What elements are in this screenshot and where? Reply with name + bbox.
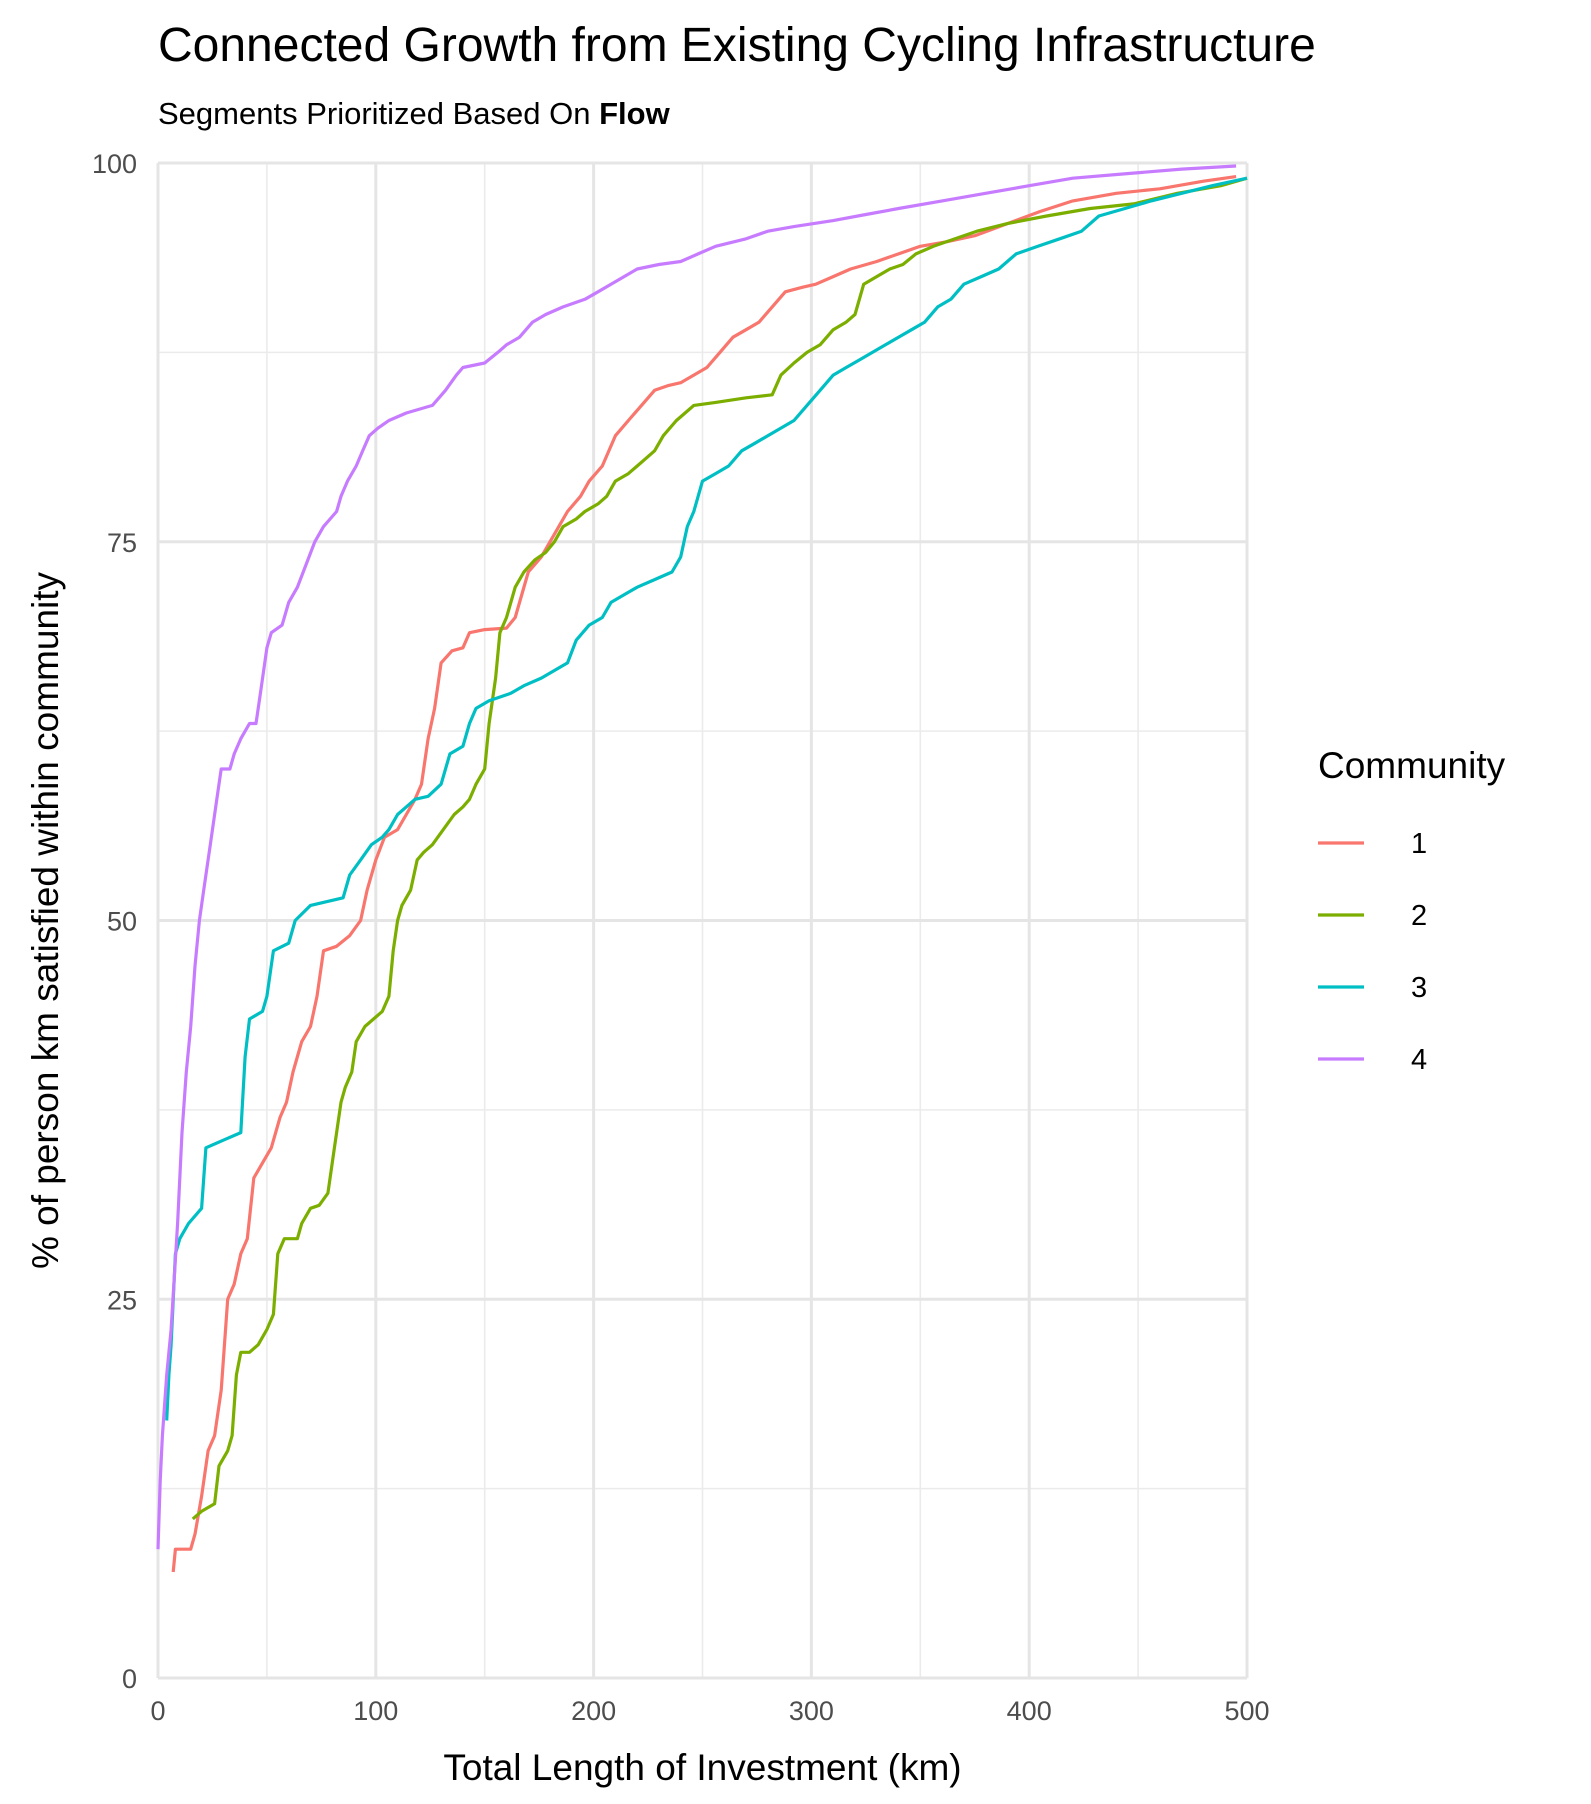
- y-tick-label: 0: [122, 1664, 137, 1694]
- y-tick-label: 25: [107, 1285, 137, 1315]
- grid: [156, 161, 1249, 1680]
- chart-subtitle: Segments Prioritized Based On Flow: [158, 96, 670, 132]
- chart-title: Connected Growth from Existing Cycling I…: [158, 19, 1316, 72]
- y-tick-labels: 0 25 50 75 100: [92, 149, 137, 1694]
- x-tick-labels: 0 100 200 300 400 500: [150, 1696, 1269, 1726]
- x-tick-label: 200: [571, 1696, 616, 1726]
- x-tick-label: 400: [1007, 1696, 1052, 1726]
- series-line-1: [171, 175, 1237, 1573]
- x-tick-label: 500: [1224, 1696, 1269, 1726]
- x-axis-title: Total Length of Investment (km): [443, 1747, 961, 1788]
- series-line-4: [156, 164, 1237, 1550]
- legend-label-3: 3: [1411, 972, 1427, 1004]
- legend-title: Community: [1318, 745, 1506, 786]
- legend: Community 1 2 3 4: [1318, 745, 1506, 1076]
- legend-label-4: 4: [1411, 1044, 1427, 1076]
- series-line-3: [165, 176, 1248, 1421]
- series-line-2: [191, 176, 1248, 1521]
- x-tick-label: 300: [789, 1696, 834, 1726]
- chart-subtitle-prefix: Segments Prioritized Based On: [158, 96, 600, 131]
- series-lines: [156, 164, 1248, 1573]
- x-tick-label: 100: [353, 1696, 398, 1726]
- legend-label-2: 2: [1411, 900, 1427, 932]
- y-axis-title: % of person km satisfied within communit…: [25, 571, 66, 1269]
- x-tick-label: 0: [150, 1696, 165, 1726]
- y-tick-label: 100: [92, 149, 137, 179]
- y-tick-label: 75: [107, 528, 137, 558]
- legend-label-1: 1: [1411, 828, 1427, 860]
- chart-subtitle-bold: Flow: [599, 96, 670, 131]
- y-tick-label: 50: [107, 907, 137, 937]
